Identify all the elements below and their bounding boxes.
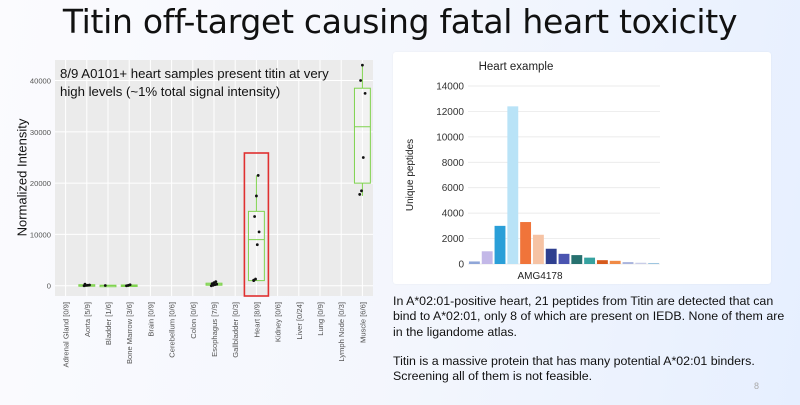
y-tick-label: 40000 <box>30 77 51 86</box>
x-tick-label: Muscle [6/6] <box>358 302 367 343</box>
x-tick-label: Adrenal Gland [0/9] <box>62 302 71 367</box>
x-tick-label: Brain [0/9] <box>146 302 155 337</box>
x-tick-label: Gallbladder [0/3] <box>231 302 240 358</box>
page-number: 8 <box>754 381 760 391</box>
body-paragraph-2: Titin is a massive protein that has many… <box>393 353 755 384</box>
x-tick-label: Lymph Node [0/3] <box>337 302 346 362</box>
body-paragraph-1: In A*02:01-positive heart, 21 peptides f… <box>393 294 785 339</box>
body-text: In A*02:01-positive heart, 21 peptides f… <box>393 294 789 398</box>
y-tick-label: 20000 <box>30 179 51 188</box>
x-tick-label: Cerebellum [0/6] <box>168 302 177 358</box>
x-tick-label: Bone Marrow [3/6] <box>125 302 134 364</box>
y-tick-label: 10000 <box>30 230 51 239</box>
boxplot-y-axis-label: Normalized Intensity <box>14 118 30 237</box>
y-tick-label: 30000 <box>30 128 51 137</box>
bar-chart-panel <box>393 52 771 284</box>
y-tick-label: 0 <box>47 282 51 291</box>
slide-title: Titin off-target causing fatal heart tox… <box>62 2 738 41</box>
x-tick-label: Bladder [1/6] <box>104 302 113 345</box>
x-tick-label: Colon [0/6] <box>189 302 198 339</box>
x-tick-label: Liver [0/24] <box>295 302 304 340</box>
x-tick-label: Lung [0/9] <box>316 302 325 336</box>
x-tick-label: Aorta [5/9] <box>83 302 92 337</box>
boxplot-caption: 8/9 A0101+ heart samples present titin a… <box>60 66 329 99</box>
x-tick-label: Heart [8/9] <box>252 302 261 337</box>
x-tick-label: Esophagus [7/9] <box>210 302 219 357</box>
x-tick-label: Kidney [0/6] <box>274 302 283 342</box>
